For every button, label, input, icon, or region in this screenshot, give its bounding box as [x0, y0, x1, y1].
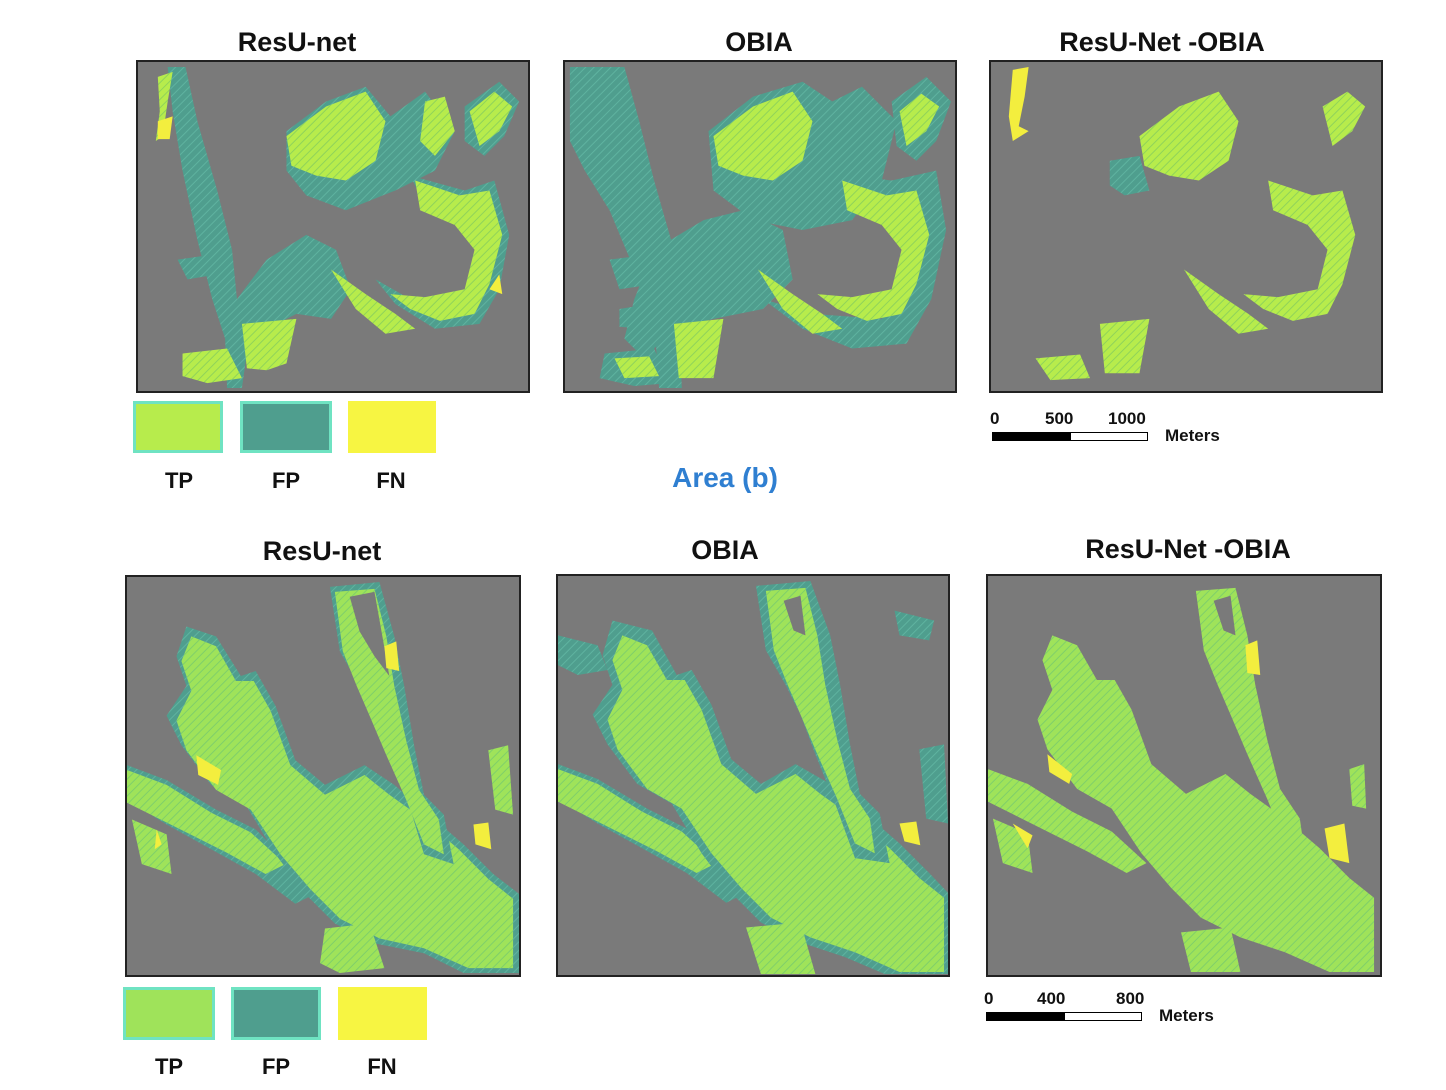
- scale-segment-black-b: [986, 1012, 1065, 1021]
- map-b-resunet: [125, 575, 521, 977]
- legend-label-fp-b: FP: [261, 1054, 291, 1079]
- map-title-b-diff: ResU-Net -OBIA: [1085, 534, 1291, 564]
- legend-label-fn-a: FN: [376, 468, 406, 493]
- map-a-diff: [989, 60, 1383, 393]
- area-label: Area (b): [672, 462, 778, 493]
- legend-label-fn-b: FN: [367, 1054, 397, 1079]
- scale-segment-white-b: [1064, 1012, 1142, 1021]
- scale-segment-black-a: [992, 432, 1071, 441]
- scale-unit-a: Meters: [1165, 426, 1220, 445]
- legend-swatch-fp-b: [231, 987, 321, 1040]
- legend-swatch-fn-b: [338, 987, 427, 1040]
- map-a-resunet: [136, 60, 530, 393]
- map-a-obia: [563, 60, 957, 393]
- legend-label-tp-a: TP: [164, 468, 194, 493]
- legend-swatch-tp-a: [133, 401, 223, 453]
- legend-label-tp-b: TP: [154, 1054, 184, 1079]
- legend-label-fp-a: FP: [271, 468, 301, 493]
- scale-tick-2-b: 800: [1116, 989, 1145, 1008]
- map-title-b-resunet: ResU-net: [262, 536, 382, 566]
- map-b-obia: [556, 574, 950, 977]
- scale-tick-1-a: 500: [1045, 409, 1074, 428]
- scale-bar-b: 0 400 800 Meters: [984, 989, 1244, 1029]
- scale-segment-white-a: [1070, 432, 1148, 441]
- scale-bar-a: 0 500 1000 Meters: [990, 409, 1250, 449]
- scale-tick-2-a: 1000: [1108, 409, 1146, 428]
- map-title-b-obia: OBIA: [691, 535, 759, 565]
- scale-tick-0-b: 0: [984, 989, 994, 1008]
- legend-swatch-tp-b: [123, 987, 215, 1040]
- scale-tick-1-b: 400: [1037, 989, 1066, 1008]
- map-b-diff: [986, 574, 1382, 977]
- map-title-a-diff: ResU-Net -OBIA: [1059, 27, 1265, 57]
- legend-swatch-fp-a: [240, 401, 332, 453]
- map-title-a-obia: OBIA: [725, 27, 793, 57]
- scale-unit-b: Meters: [1159, 1006, 1214, 1025]
- legend-swatch-fn-a: [348, 401, 436, 453]
- scale-tick-0-a: 0: [990, 409, 1000, 428]
- map-title-a-resunet: ResU-net: [237, 27, 357, 57]
